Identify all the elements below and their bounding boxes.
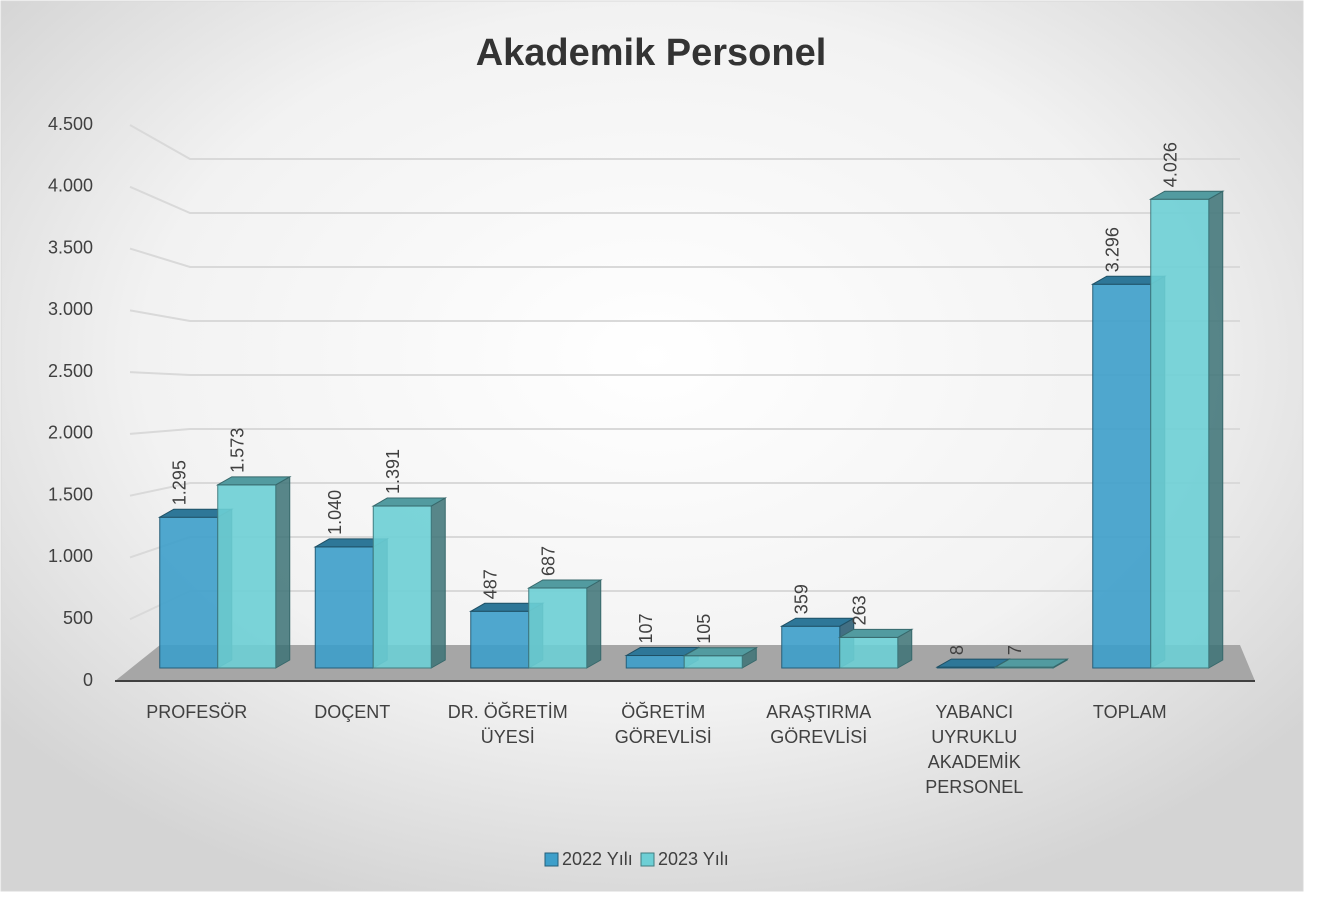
x-tick-label: PROFESÖR	[146, 702, 247, 722]
legend-label: 2022 Yılı	[562, 849, 633, 869]
data-label: 687	[539, 546, 559, 576]
x-tick-label: DR. ÖĞRETİM	[448, 701, 568, 722]
x-tick-label: AKADEMİK	[928, 752, 1021, 772]
bar-side	[430, 497, 446, 669]
data-label: 1.573	[228, 428, 248, 473]
y-tick-label: 4.000	[48, 176, 93, 196]
x-tick-label: ÜYESİ	[481, 727, 535, 747]
bar-front	[159, 516, 219, 669]
grid-line	[129, 124, 1240, 160]
data-label: 7	[1005, 645, 1025, 655]
bar-front	[1150, 198, 1210, 669]
data-label: 105	[694, 614, 714, 644]
data-label: 1.391	[383, 449, 403, 494]
grid-line	[129, 482, 1240, 497]
y-tick-label: 2.500	[48, 361, 93, 381]
bar-front	[683, 655, 743, 669]
bar-side	[275, 475, 291, 669]
x-tick-label: YABANCI	[935, 702, 1013, 722]
x-tick-label: DOÇENT	[314, 702, 390, 722]
bar-front	[625, 655, 685, 669]
y-tick-label: 4.500	[48, 114, 93, 134]
bar-top	[779, 617, 856, 627]
y-tick-label: 1.500	[48, 484, 93, 504]
bar	[1148, 190, 1225, 669]
bar-side	[1208, 190, 1224, 669]
bar-front	[839, 636, 899, 669]
x-tick-label: PERSONEL	[925, 777, 1023, 797]
x-tick-label: UYRUKLU	[931, 727, 1017, 747]
bar	[837, 628, 914, 669]
bar-top	[993, 658, 1070, 668]
bar-top	[682, 647, 759, 657]
bar	[526, 579, 603, 669]
legend-swatch	[544, 852, 559, 867]
x-tick-label: ÖĞRETİM	[621, 701, 705, 722]
bar-top	[526, 579, 603, 589]
bar-front	[1092, 283, 1152, 669]
bar-top	[837, 628, 914, 638]
bar-top	[371, 497, 448, 507]
y-tick-label: 0	[83, 670, 93, 690]
y-tick-label: 500	[63, 608, 93, 628]
data-label: 359	[792, 584, 812, 614]
grid-line	[129, 309, 1240, 322]
data-label: 3.296	[1103, 227, 1123, 272]
y-tick-label: 1.000	[48, 546, 93, 566]
grid-line	[129, 247, 1240, 268]
grid-line	[129, 371, 1240, 376]
data-label: 4.026	[1161, 142, 1181, 187]
bar-top	[1148, 190, 1225, 200]
bar-top	[215, 476, 292, 486]
bar	[371, 497, 448, 669]
bar-front	[781, 625, 841, 669]
bar-front	[372, 505, 432, 669]
data-label: 263	[850, 595, 870, 625]
data-label: 1.295	[170, 460, 190, 505]
data-label: 1.040	[325, 490, 345, 535]
bar	[215, 475, 292, 669]
data-label: 107	[636, 613, 656, 643]
legend-label: 2023 Yılı	[658, 849, 729, 869]
grid-line	[129, 428, 1240, 435]
x-tick-label: GÖREVLİSİ	[770, 727, 867, 747]
bar-front	[528, 587, 588, 669]
y-tick-label: 3.500	[48, 237, 93, 257]
y-tick-label: 2.000	[48, 423, 93, 443]
y-tick-label: 3.000	[48, 299, 93, 319]
legend-swatch	[640, 852, 655, 867]
x-tick-label: GÖREVLİSİ	[615, 727, 712, 747]
chart-title: Akademik Personel	[476, 32, 827, 74]
bar	[993, 658, 1070, 669]
x-tick-label: TOPLAM	[1093, 702, 1167, 722]
bar-side	[586, 579, 602, 669]
data-label: 8	[947, 645, 967, 655]
grid-line	[129, 185, 1240, 214]
bar	[682, 646, 759, 669]
data-label: 487	[481, 569, 501, 599]
bar-front	[314, 546, 374, 669]
x-tick-label: ARAŞTIRMA	[766, 702, 871, 722]
bar-front	[470, 610, 530, 669]
bar-front	[217, 484, 277, 669]
